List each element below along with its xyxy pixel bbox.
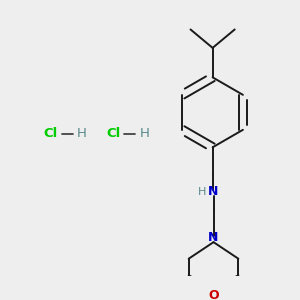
Text: N: N bbox=[208, 231, 219, 244]
Text: H: H bbox=[198, 187, 207, 196]
Text: H: H bbox=[77, 127, 87, 140]
Text: Cl: Cl bbox=[106, 127, 120, 140]
Text: Cl: Cl bbox=[44, 127, 58, 140]
Text: O: O bbox=[208, 289, 219, 300]
Text: N: N bbox=[208, 185, 219, 198]
Text: H: H bbox=[140, 127, 149, 140]
